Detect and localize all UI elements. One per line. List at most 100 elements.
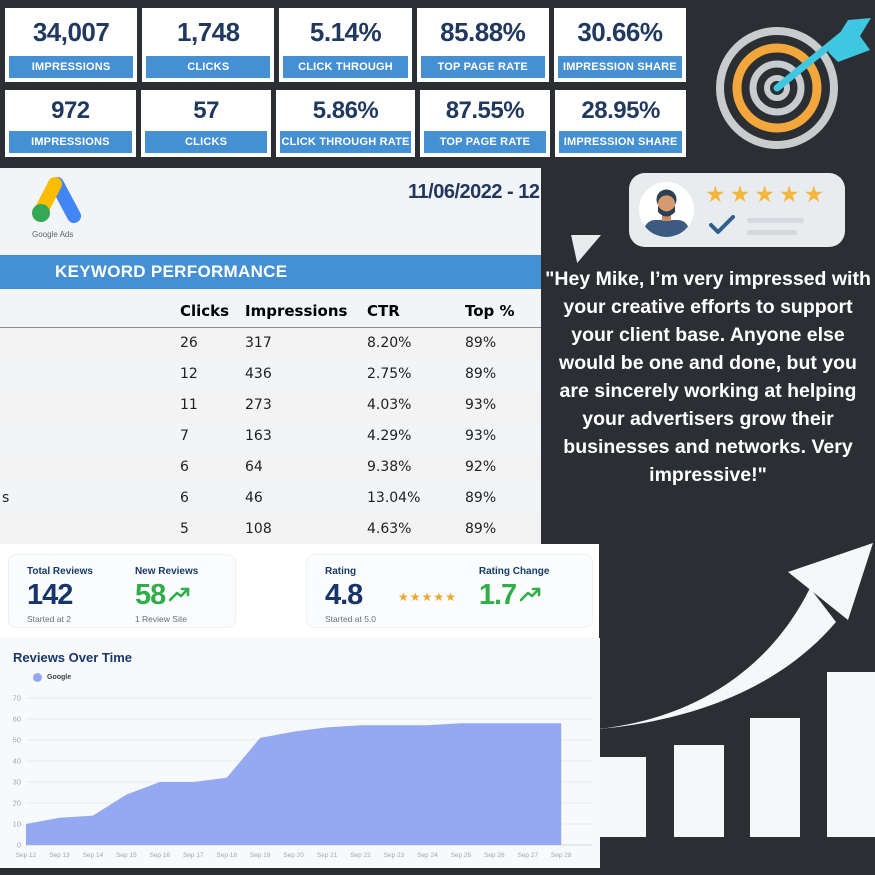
svg-text:Sep 14: Sep 14 xyxy=(83,852,104,859)
stat-value: 5.14% xyxy=(309,16,382,47)
rating-card: Rating 4.8 Started at 5.0 ★★★★★ Rating C… xyxy=(306,554,593,628)
table-header-row: Clicks Impressions CTR Top % xyxy=(0,294,541,328)
svg-text:Sep 15: Sep 15 xyxy=(116,852,137,859)
table-row: 7 163 4.29% 93% xyxy=(0,421,541,452)
stat-label: TOP PAGE RATE xyxy=(420,56,545,78)
cell-ctr: 9.38% xyxy=(367,459,412,475)
cell-top-pct: 89% xyxy=(465,366,497,382)
stat-label: CLICK THROUGH RATE xyxy=(280,131,411,153)
google-ads-logo: Google Ads xyxy=(30,176,110,239)
cell-clicks: 26 xyxy=(180,335,198,352)
cell-impressions: 46 xyxy=(245,490,263,506)
stat-value: 1,748 xyxy=(177,16,240,47)
kpi-row-2: 972 IMPRESSIONS 57 CLICKS 5.86% CLICK TH… xyxy=(5,90,686,157)
placeholder-line xyxy=(747,230,797,235)
cell-ctr: 2.75% xyxy=(367,366,412,382)
svg-text:Sep 17: Sep 17 xyxy=(183,852,204,859)
cell-ctr: 8.20% xyxy=(367,335,412,352)
cell-keyword xyxy=(0,514,180,545)
reviews-over-time-chart: Reviews Over Time Google 0 10 20 30 40 50 60 70… xyxy=(0,638,600,868)
kpi-stats-section: 34,007 IMPRESSIONS 1,748 CLICKS 5.14% CL… xyxy=(5,8,687,165)
svg-text:Sep 18: Sep 18 xyxy=(216,852,237,859)
growth-arrow-icon xyxy=(598,530,875,875)
stat-card: 87.55% TOP PAGE RATE xyxy=(419,90,551,157)
col-top-pct: Top % xyxy=(465,294,541,328)
area-chart: 0 10 20 30 40 50 60 70 Sep 12 Sep 13 Sep 14 Sep 15 S… xyxy=(13,694,592,859)
cell-ctr: 4.63% xyxy=(367,521,412,537)
cell-impressions: 436 xyxy=(245,366,272,382)
svg-text:Sep 22: Sep 22 xyxy=(350,852,371,859)
cell-keyword xyxy=(0,390,180,421)
cell-top-pct: 89% xyxy=(465,335,497,352)
new-reviews-sub: 1 Review Site xyxy=(134,614,187,624)
cell-ctr: 4.03% xyxy=(367,397,412,413)
legend-label-google: Google xyxy=(47,674,72,681)
stat-label: CLICK THROUGH xyxy=(283,56,408,78)
cell-top-pct: 93% xyxy=(465,397,497,413)
stat-card: 57 CLICKS xyxy=(140,90,272,157)
stat-label: IMPRESSIONS xyxy=(9,56,134,78)
check-icon xyxy=(709,215,735,240)
table-row: 12 436 2.75% 89% xyxy=(0,359,541,390)
svg-text:Sep 20: Sep 20 xyxy=(283,852,304,859)
cell-clicks: 6 xyxy=(180,490,189,506)
target-icon xyxy=(700,12,875,164)
cell-keyword xyxy=(0,421,180,452)
stat-label: IMPRESSIONS xyxy=(9,131,132,153)
cell-impressions: 163 xyxy=(245,428,272,444)
stat-card: 85.88% TOP PAGE RATE xyxy=(416,8,549,82)
bubble-tail xyxy=(571,235,601,263)
svg-text:Sep 19: Sep 19 xyxy=(250,852,271,859)
rating-sub: Started at 5.0 xyxy=(325,614,377,624)
svg-text:10: 10 xyxy=(13,820,21,829)
google-ads-report-panel: Google Ads 11/06/2022 - 12 KEYWORD PERFO… xyxy=(0,168,541,547)
five-stars-icon: ★★★★★ xyxy=(705,181,829,207)
svg-text:Sep 25: Sep 25 xyxy=(451,852,472,859)
total-reviews-label: Total Reviews xyxy=(27,566,93,577)
keyword-performance-header: KEYWORD PERFORMANCE xyxy=(0,255,541,289)
stat-label: IMPRESSION SHARE xyxy=(557,56,683,78)
cell-keyword xyxy=(0,328,180,359)
stat-card: 1,748 CLICKS xyxy=(142,8,275,82)
stat-card: 30.66% IMPRESSION SHARE xyxy=(553,8,687,82)
svg-text:70: 70 xyxy=(13,694,21,703)
rating-value: 4.8 xyxy=(325,579,363,611)
stat-card: 5.86% CLICK THROUGH RATE xyxy=(276,90,415,157)
stat-value: 87.55% xyxy=(445,96,525,124)
stat-value: 85.88% xyxy=(440,16,526,47)
legend-dot-google xyxy=(33,673,42,682)
new-reviews-block: New Reviews 58 1 Review Site xyxy=(135,566,198,624)
trend-up-icon xyxy=(169,587,190,602)
cell-clicks: 7 xyxy=(180,428,189,444)
stat-card: 34,007 IMPRESSIONS xyxy=(5,8,138,82)
kpi-row-1: 34,007 IMPRESSIONS 1,748 CLICKS 5.14% CL… xyxy=(5,8,687,82)
svg-text:Sep 23: Sep 23 xyxy=(384,852,405,859)
svg-text:50: 50 xyxy=(13,736,21,745)
cell-clicks: 12 xyxy=(180,366,198,382)
table-row: 6 64 9.38% 92% xyxy=(0,451,541,483)
keyword-performance-table: Clicks Impressions CTR Top % 26 317 8.20… xyxy=(0,294,541,545)
svg-text:Sep 16: Sep 16 xyxy=(149,852,170,859)
table-row: 26 317 8.20% 89% xyxy=(0,327,541,359)
reviews-count-card: Total Reviews 142 Started at 2 New Revie… xyxy=(8,554,236,628)
total-reviews-sub: Started at 2 xyxy=(27,614,71,624)
testimonial-section: ★★★★★ "Hey Mike, I’m very impressed with… xyxy=(541,165,875,547)
table-row: 5 108 4.63% 89% xyxy=(0,513,541,545)
table-row: s 6 46 13.04% 89% xyxy=(0,483,541,514)
stat-card: 972 IMPRESSIONS xyxy=(5,90,136,157)
new-reviews-value: 58 xyxy=(134,579,166,611)
svg-text:Sep 26: Sep 26 xyxy=(484,852,505,859)
stat-label: IMPRESSION SHARE xyxy=(559,131,682,153)
reviews-summary-panel: Total Reviews 142 Started at 2 New Revie… xyxy=(0,544,599,638)
testimonial-quote: "Hey Mike, I’m very impressed with your … xyxy=(545,268,871,486)
rating-change-value: 1.7 xyxy=(478,579,517,611)
svg-text:0: 0 xyxy=(17,841,21,850)
svg-text:30: 30 xyxy=(13,778,21,787)
cell-ctr: 13.04% xyxy=(367,490,421,506)
cell-impressions: 273 xyxy=(245,397,272,413)
cell-clicks: 11 xyxy=(180,397,198,413)
cell-keyword xyxy=(0,359,180,390)
col-impressions: Impressions xyxy=(245,294,367,328)
svg-text:Sep 24: Sep 24 xyxy=(417,852,438,859)
